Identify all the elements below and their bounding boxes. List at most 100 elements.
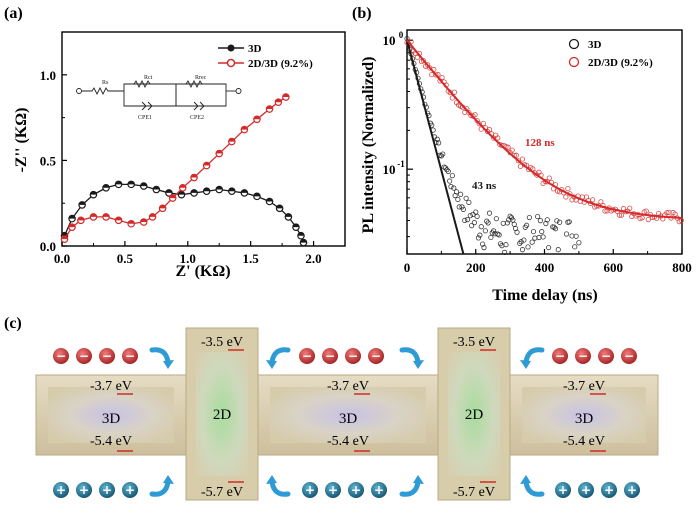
plot-a-xtick-label: 1.5 [243, 251, 260, 266]
hole: + [325, 482, 341, 498]
transfer-arrow-head [266, 360, 277, 369]
electron-symbol: − [79, 349, 89, 363]
band-block-3d: -3.7 eV 3D -5.4 eV [509, 374, 659, 456]
plot-a-point-fill [253, 193, 261, 197]
plot-b-point [451, 185, 457, 191]
band-vb-label: -5.4 eV [327, 434, 369, 449]
plot-a-point-fill [276, 205, 283, 209]
electron-ball [621, 348, 637, 364]
plot-b-point [521, 237, 527, 243]
transfer-arrow [149, 347, 171, 365]
circuit-node-left [76, 88, 82, 94]
transfer-arrow [269, 347, 291, 365]
band-cb-label: -3.7 eV [563, 379, 605, 394]
plot-a-point-fill [77, 217, 85, 221]
plot-b-point [464, 217, 471, 223]
plot-b-xtick-label: 600 [604, 260, 624, 275]
plot-a-point-fill [190, 189, 198, 193]
plot-b-point [493, 216, 499, 222]
panel-c-label: (c) [4, 315, 22, 332]
plot-b-point [618, 212, 625, 218]
hole: + [555, 482, 571, 498]
plot-b-point [495, 135, 501, 141]
electron-symbol: − [325, 349, 335, 363]
electron-ball [598, 348, 614, 364]
band-diagram: -3.7 eV 3D -5.4 eV -3.5 eV 2D -5.7 eV -3.7 eV 3… [35, 327, 659, 501]
plot-b-point [460, 206, 466, 212]
plot-a-point-fill [179, 184, 186, 188]
plot-b-ylabel: PL intensity (Normalized) [360, 57, 377, 234]
annotation-43ns: 43 ns [472, 180, 497, 192]
plot-a-ticks: 0.0 0.5 1.0 1.5 2.0 0.0 0.5 1.0 [40, 68, 322, 266]
plot-b-point [445, 168, 451, 174]
annotation-128ns: 128 ns [525, 137, 555, 149]
hole: + [578, 482, 594, 498]
plot-b-point [544, 217, 550, 223]
band-vb-label: -5.4 eV [90, 434, 132, 449]
electron-ball [53, 348, 69, 364]
plot-b-point [539, 229, 545, 235]
legend-3d-label: 3D [248, 43, 262, 55]
electron-symbol: − [371, 349, 381, 363]
plot-a-point-fill [68, 223, 76, 228]
hole-symbol: + [305, 483, 315, 497]
hole-symbol: + [351, 483, 361, 497]
plot-b-point [645, 217, 651, 223]
hole-symbol: + [328, 483, 338, 497]
transfer-arrow [523, 347, 545, 365]
band-block-3d: -3.7 eV 3D -5.4 eV [257, 374, 439, 456]
plot-b-point [555, 247, 561, 253]
transfer-arrow-head [413, 360, 424, 369]
plot-a-point-fill [282, 93, 290, 98]
hole: + [624, 482, 640, 498]
plot-b-point [414, 54, 420, 61]
band-block-label: 2D [213, 407, 232, 423]
band-block-core [48, 387, 174, 443]
plot-a-point-fill [115, 217, 122, 221]
electron: − [299, 348, 315, 364]
panel-b-label: (b) [352, 5, 372, 22]
plot-b-point [478, 224, 484, 230]
plot-b-point [643, 208, 649, 214]
plot-a-point-fill [140, 218, 147, 223]
electron: − [575, 348, 591, 364]
plot-b-point [505, 144, 511, 150]
legend-2d3d-label: 2D/3D (9.2%) [248, 58, 313, 70]
plot-b-point [513, 152, 519, 158]
electron-symbol: − [125, 349, 135, 363]
plot-b-ytick-exp: -1 [397, 159, 405, 169]
plot-b-xlabel: Time delay (ns) [492, 287, 597, 304]
plot-b-point [519, 247, 526, 253]
transfer-arrow [399, 347, 421, 365]
band-block-label: 3D [575, 411, 594, 427]
plot-b-point [532, 235, 538, 241]
hole-symbol: + [581, 483, 591, 497]
plot-b-point [447, 178, 453, 184]
plot-a-xtick-label: 2.0 [305, 251, 321, 266]
plot-b-point [546, 175, 552, 181]
plot-a-point-fill [275, 98, 282, 103]
plot-b-point [486, 127, 493, 133]
band-block-3d: -3.7 eV 3D -5.4 eV [35, 374, 187, 456]
hole: + [601, 482, 617, 498]
circuit-rs [81, 86, 124, 96]
hole: + [122, 482, 138, 498]
electron-symbol: − [102, 349, 112, 363]
plot-a-point-fill [90, 191, 97, 195]
legend-b-2d3d-label: 2D/3D (9.2%) [588, 57, 653, 69]
hole: + [76, 482, 92, 498]
plot-a-xlabel: Z' (KΩ) [175, 263, 230, 280]
plot-b-point [572, 244, 578, 250]
transfer-arrow [149, 479, 171, 497]
hole: + [348, 482, 364, 498]
plot-b-point [502, 249, 508, 255]
band-block-core [270, 387, 426, 443]
hole-ball [99, 482, 115, 498]
hole: + [302, 482, 318, 498]
circuit-labels: Rs Rct Rrec CPE1 CPE2 [102, 75, 207, 121]
plot-b-point [565, 185, 571, 192]
legend-b-3d-marker [568, 38, 580, 50]
hole-symbol: + [102, 483, 112, 497]
